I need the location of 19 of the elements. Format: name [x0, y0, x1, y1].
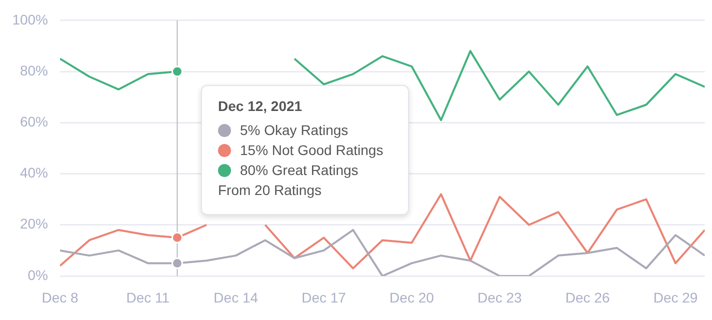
- y-tick-label: 20%: [20, 216, 48, 232]
- y-tick-label: 0%: [28, 266, 48, 283]
- y-tick-label: 40%: [20, 164, 48, 181]
- annotation: Dec 12, 2021: [218, 98, 302, 114]
- x-tick-label: Dec 17: [302, 289, 346, 306]
- y-tick-label: 60%: [20, 114, 48, 130]
- x-tick-label: Dec 14: [214, 289, 258, 306]
- x-tick-label: Dec 11: [126, 289, 170, 306]
- x-tick-label: Dec 26: [565, 289, 610, 306]
- annotation: 80% Great Ratings: [240, 162, 358, 178]
- annotation: From 20 Ratings: [218, 182, 322, 198]
- y-tick-label: 80%: [20, 62, 48, 78]
- annotation: 5% Okay Ratings: [240, 122, 348, 138]
- x-tick-label: Dec 8: [42, 289, 78, 306]
- annotation: 15% Not Good Ratings: [240, 142, 384, 158]
- y-tick-label: 100%: [12, 11, 48, 28]
- x-tick-label: Dec 20: [390, 289, 434, 306]
- x-tick-label: Dec 23: [477, 289, 522, 306]
- x-tick-label: Dec 29: [653, 289, 698, 306]
